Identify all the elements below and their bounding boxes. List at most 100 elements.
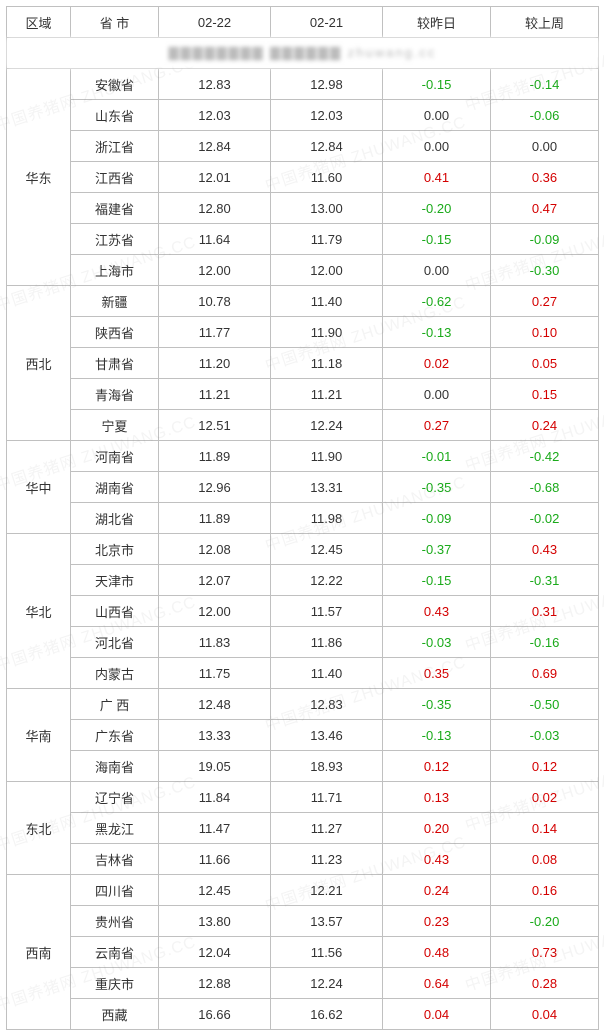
col-province: 省 市 — [71, 7, 159, 38]
province-cell: 辽宁省 — [71, 782, 159, 813]
vs-lastweek-cell: 0.08 — [491, 844, 599, 875]
vs-yesterday-cell: -0.01 — [383, 441, 491, 472]
vs-yesterday-cell: -0.35 — [383, 472, 491, 503]
province-cell: 云南省 — [71, 937, 159, 968]
province-cell: 内蒙古 — [71, 658, 159, 689]
province-cell: 湖北省 — [71, 503, 159, 534]
date1-cell: 12.88 — [159, 968, 271, 999]
date2-cell: 13.00 — [271, 193, 383, 224]
date1-cell: 12.45 — [159, 875, 271, 906]
vs-lastweek-cell: 0.28 — [491, 968, 599, 999]
vs-yesterday-cell: 0.04 — [383, 999, 491, 1030]
date2-cell: 12.24 — [271, 968, 383, 999]
date2-cell: 12.00 — [271, 255, 383, 286]
date1-cell: 11.77 — [159, 317, 271, 348]
date1-cell: 12.01 — [159, 162, 271, 193]
col-date2: 02-21 — [271, 7, 383, 38]
vs-yesterday-cell: 0.27 — [383, 410, 491, 441]
vs-yesterday-cell: 0.43 — [383, 844, 491, 875]
region-cell: 西北 — [7, 286, 71, 441]
date2-cell: 11.56 — [271, 937, 383, 968]
date2-cell: 13.31 — [271, 472, 383, 503]
region-cell: 华南 — [7, 689, 71, 782]
vs-yesterday-cell: -0.37 — [383, 534, 491, 565]
date2-cell: 12.22 — [271, 565, 383, 596]
vs-yesterday-cell: -0.13 — [383, 720, 491, 751]
province-cell: 甘肃省 — [71, 348, 159, 379]
table-row: 西藏16.6616.620.040.04 — [7, 999, 599, 1030]
date1-cell: 12.03 — [159, 100, 271, 131]
table-row: 广东省13.3313.46-0.13-0.03 — [7, 720, 599, 751]
vs-yesterday-cell: 0.00 — [383, 131, 491, 162]
table-row: 浙江省12.8412.840.000.00 — [7, 131, 599, 162]
table-row: 青海省11.2111.210.000.15 — [7, 379, 599, 410]
date2-cell: 13.46 — [271, 720, 383, 751]
date1-cell: 11.89 — [159, 441, 271, 472]
col-vs-yesterday: 较昨日 — [383, 7, 491, 38]
province-cell: 四川省 — [71, 875, 159, 906]
date2-cell: 11.90 — [271, 317, 383, 348]
province-cell: 新疆 — [71, 286, 159, 317]
table-row: 重庆市12.8812.240.640.28 — [7, 968, 599, 999]
date2-cell: 12.98 — [271, 69, 383, 100]
date1-cell: 19.05 — [159, 751, 271, 782]
date1-cell: 12.48 — [159, 689, 271, 720]
table-row: 华北北京市12.0812.45-0.370.43 — [7, 534, 599, 565]
vs-yesterday-cell: -0.13 — [383, 317, 491, 348]
table-row: 山东省12.0312.030.00-0.06 — [7, 100, 599, 131]
date2-cell: 11.98 — [271, 503, 383, 534]
vs-lastweek-cell: -0.14 — [491, 69, 599, 100]
vs-lastweek-cell: 0.16 — [491, 875, 599, 906]
table-row: 湖南省12.9613.31-0.35-0.68 — [7, 472, 599, 503]
vs-yesterday-cell: 0.13 — [383, 782, 491, 813]
province-cell: 黑龙江 — [71, 813, 159, 844]
table-row: 上海市12.0012.000.00-0.30 — [7, 255, 599, 286]
vs-yesterday-cell: -0.03 — [383, 627, 491, 658]
date2-cell: 11.71 — [271, 782, 383, 813]
province-cell: 山西省 — [71, 596, 159, 627]
vs-yesterday-cell: 0.12 — [383, 751, 491, 782]
date1-cell: 11.66 — [159, 844, 271, 875]
table-row: 宁夏12.5112.240.270.24 — [7, 410, 599, 441]
region-cell: 东北 — [7, 782, 71, 875]
vs-lastweek-cell: -0.03 — [491, 720, 599, 751]
vs-lastweek-cell: 0.24 — [491, 410, 599, 441]
date2-cell: 12.45 — [271, 534, 383, 565]
province-cell: 福建省 — [71, 193, 159, 224]
vs-yesterday-cell: 0.24 — [383, 875, 491, 906]
vs-yesterday-cell: 0.41 — [383, 162, 491, 193]
province-cell: 海南省 — [71, 751, 159, 782]
region-cell: 华中 — [7, 441, 71, 534]
table-row: 海南省19.0518.930.120.12 — [7, 751, 599, 782]
vs-yesterday-cell: -0.09 — [383, 503, 491, 534]
date1-cell: 12.83 — [159, 69, 271, 100]
table-row: 陕西省11.7711.90-0.130.10 — [7, 317, 599, 348]
vs-lastweek-cell: 0.02 — [491, 782, 599, 813]
vs-lastweek-cell: 0.10 — [491, 317, 599, 348]
table-row: 湖北省11.8911.98-0.09-0.02 — [7, 503, 599, 534]
table-row: 西北新疆10.7811.40-0.620.27 — [7, 286, 599, 317]
vs-lastweek-cell: -0.20 — [491, 906, 599, 937]
vs-lastweek-cell: -0.02 — [491, 503, 599, 534]
vs-yesterday-cell: 0.35 — [383, 658, 491, 689]
date2-cell: 11.18 — [271, 348, 383, 379]
date2-cell: 11.27 — [271, 813, 383, 844]
vs-lastweek-cell: -0.06 — [491, 100, 599, 131]
table-row: 西南四川省12.4512.210.240.16 — [7, 875, 599, 906]
vs-lastweek-cell: 0.27 — [491, 286, 599, 317]
vs-yesterday-cell: -0.15 — [383, 69, 491, 100]
vs-lastweek-cell: 0.69 — [491, 658, 599, 689]
table-row: 华东安徽省12.8312.98-0.15-0.14 — [7, 69, 599, 100]
vs-lastweek-cell: 0.36 — [491, 162, 599, 193]
vs-lastweek-cell: 0.43 — [491, 534, 599, 565]
table-row: 甘肃省11.2011.180.020.05 — [7, 348, 599, 379]
date2-cell: 16.62 — [271, 999, 383, 1030]
province-cell: 广东省 — [71, 720, 159, 751]
province-cell: 河南省 — [71, 441, 159, 472]
date1-cell: 12.96 — [159, 472, 271, 503]
vs-yesterday-cell: 0.02 — [383, 348, 491, 379]
table-row: 内蒙古11.7511.400.350.69 — [7, 658, 599, 689]
province-cell: 河北省 — [71, 627, 159, 658]
table-row: 黑龙江11.4711.270.200.14 — [7, 813, 599, 844]
vs-lastweek-cell: -0.50 — [491, 689, 599, 720]
